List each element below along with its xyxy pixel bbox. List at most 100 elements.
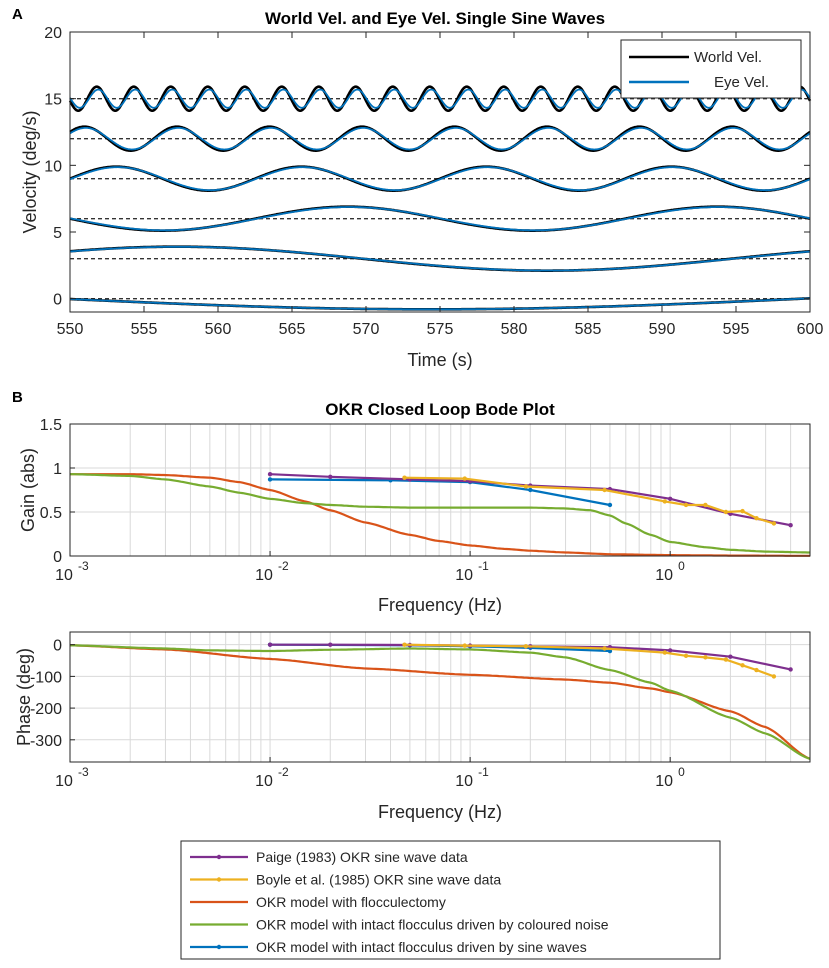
pg-series-line-0 — [70, 473, 810, 557]
velocity-y-label: Velocity (deg/s) — [20, 110, 40, 233]
x-tick-label: 10 — [655, 773, 673, 790]
gain-y-label: Gain (abs) — [18, 448, 38, 532]
x-tick-label: 555 — [131, 321, 158, 338]
y-tick-label: -100 — [30, 669, 62, 686]
velocity-chart: World Vel. and Eye Vel. Single Sine Wave… — [20, 9, 823, 370]
panel-label-b: B — [12, 389, 23, 406]
velocity-x-label: Time (s) — [407, 350, 472, 370]
pg-series-point-4 — [523, 484, 529, 489]
pg-series-point-4 — [662, 499, 667, 504]
y-tick-label: -200 — [30, 701, 62, 718]
pp-series-point-4 — [740, 663, 745, 668]
eye-vel-line-1 — [70, 245, 811, 272]
gain-x-label: Frequency (Hz) — [378, 595, 502, 615]
velocity-chart-title: World Vel. and Eye Vel. Single Sine Wave… — [265, 9, 605, 28]
x-tick-label: 10 — [455, 773, 473, 790]
pp-series-point-3 — [267, 642, 273, 647]
pg-series-point-4 — [754, 515, 759, 521]
velocity-y-ticks: 0 5 10 15 20 — [44, 25, 810, 309]
pp-series-point-4 — [703, 655, 708, 660]
x-tick-exponent: 0 — [678, 765, 685, 779]
x-tick-label: 10 — [55, 567, 73, 584]
gain-y-ticks: 0 0.5 1 1.5 — [40, 417, 75, 566]
pg-series-point-3 — [667, 496, 673, 501]
phase-x-label: Frequency (Hz) — [378, 802, 502, 822]
x-tick-exponent: 0 — [678, 559, 685, 573]
x-tick-label: 550 — [57, 321, 84, 338]
pg-series-point-3 — [328, 474, 333, 479]
pg-series-point-4 — [703, 502, 708, 508]
pp-series-point-4 — [723, 657, 729, 662]
gain-chart-title: OKR Closed Loop Bode Plot — [325, 400, 555, 419]
y-tick-label: 0 — [53, 292, 62, 309]
y-tick-label: 15 — [44, 92, 62, 109]
x-tick-label: 600 — [797, 321, 824, 338]
legend-swatch-marker-0 — [216, 854, 222, 860]
x-tick-label: 575 — [427, 321, 454, 338]
legend-label-4: OKR model with intact flocculus driven b… — [256, 939, 587, 955]
pg-series-point-2 — [528, 487, 533, 493]
x-tick-label: 560 — [205, 321, 232, 338]
y-tick-label: 10 — [44, 158, 62, 175]
x-tick-label: 10 — [255, 567, 273, 584]
eye-vel-curves — [69, 88, 811, 311]
x-tick-label: 570 — [353, 321, 380, 338]
x-tick-exponent: -1 — [478, 765, 489, 779]
x-tick-label: 10 — [655, 567, 673, 584]
gain-axes-box — [69, 423, 811, 557]
x-tick-label: 590 — [649, 321, 676, 338]
velocity-x-ticks: 550 555 560 565 570 575 580 585 590 595 600 — [57, 32, 824, 338]
phase-series — [69, 642, 811, 760]
pg-series-point-4 — [402, 475, 407, 480]
gain-plot-area — [70, 424, 810, 556]
legend-label-3: OKR model with intact flocculus driven b… — [256, 917, 609, 933]
pp-series-point-4 — [402, 642, 407, 647]
legend-label-1: Boyle et al. (1985) OKR sine wave data — [256, 872, 501, 888]
y-tick-label: 0 — [53, 638, 62, 655]
pp-series-point-4 — [754, 667, 759, 673]
pg-series-point-4 — [683, 502, 689, 508]
pg-series-point-4 — [723, 509, 729, 515]
x-tick-exponent: -3 — [78, 765, 89, 779]
y-tick-label: 0.5 — [40, 505, 62, 522]
velocity-legend-box — [620, 39, 802, 99]
bode-legend-box — [180, 840, 721, 960]
pg-series-point-4 — [740, 508, 745, 514]
pp-series-point-3 — [728, 654, 733, 659]
pp-series-point-4 — [771, 674, 777, 679]
x-tick-label: 10 — [255, 773, 273, 790]
x-tick-exponent: -2 — [278, 765, 289, 779]
legend-label-2: OKR model with flocculectomy — [256, 894, 446, 910]
pg-series-point-2 — [607, 502, 613, 508]
x-tick-label: 10 — [55, 773, 73, 790]
legend-eye-label: Eye Vel. — [714, 74, 769, 91]
velocity-legend: World Vel. Eye Vel. — [620, 39, 802, 99]
x-tick-label: 585 — [575, 321, 602, 338]
gain-series — [70, 471, 810, 557]
legend-world-label: World Vel. — [694, 49, 762, 66]
pp-series-point-4 — [462, 643, 467, 648]
pg-series-point-3 — [788, 523, 793, 528]
y-tick-label: 0 — [53, 549, 62, 566]
pp-series-point-3 — [328, 642, 333, 647]
phase-chart: 10 -3 10 -2 10 -1 10 0 0 -100 -200 -300 Frequency … — [14, 631, 811, 822]
phase-x-ticks: 10 -3 10 -2 10 -1 10 0 — [55, 757, 685, 790]
pg-series-point-4 — [771, 521, 777, 526]
x-tick-label: 580 — [501, 321, 528, 338]
y-tick-label: 5 — [53, 225, 62, 242]
pp-series-point-4 — [523, 644, 529, 649]
pg-series-line-1 — [70, 473, 810, 554]
x-tick-label: 565 — [279, 321, 306, 338]
pg-series-point-4 — [462, 476, 467, 481]
phase-y-ticks: 0 -100 -200 -300 — [30, 638, 75, 750]
y-tick-label: 20 — [44, 25, 62, 42]
legend-swatch-marker-1 — [216, 877, 222, 882]
x-tick-label: 10 — [455, 567, 473, 584]
panel-label-a: A — [12, 6, 23, 23]
x-tick-exponent: -2 — [278, 559, 289, 573]
pg-series-point-4 — [602, 487, 607, 493]
pp-series-point-3 — [788, 667, 793, 672]
phase-axes-box — [69, 631, 811, 763]
